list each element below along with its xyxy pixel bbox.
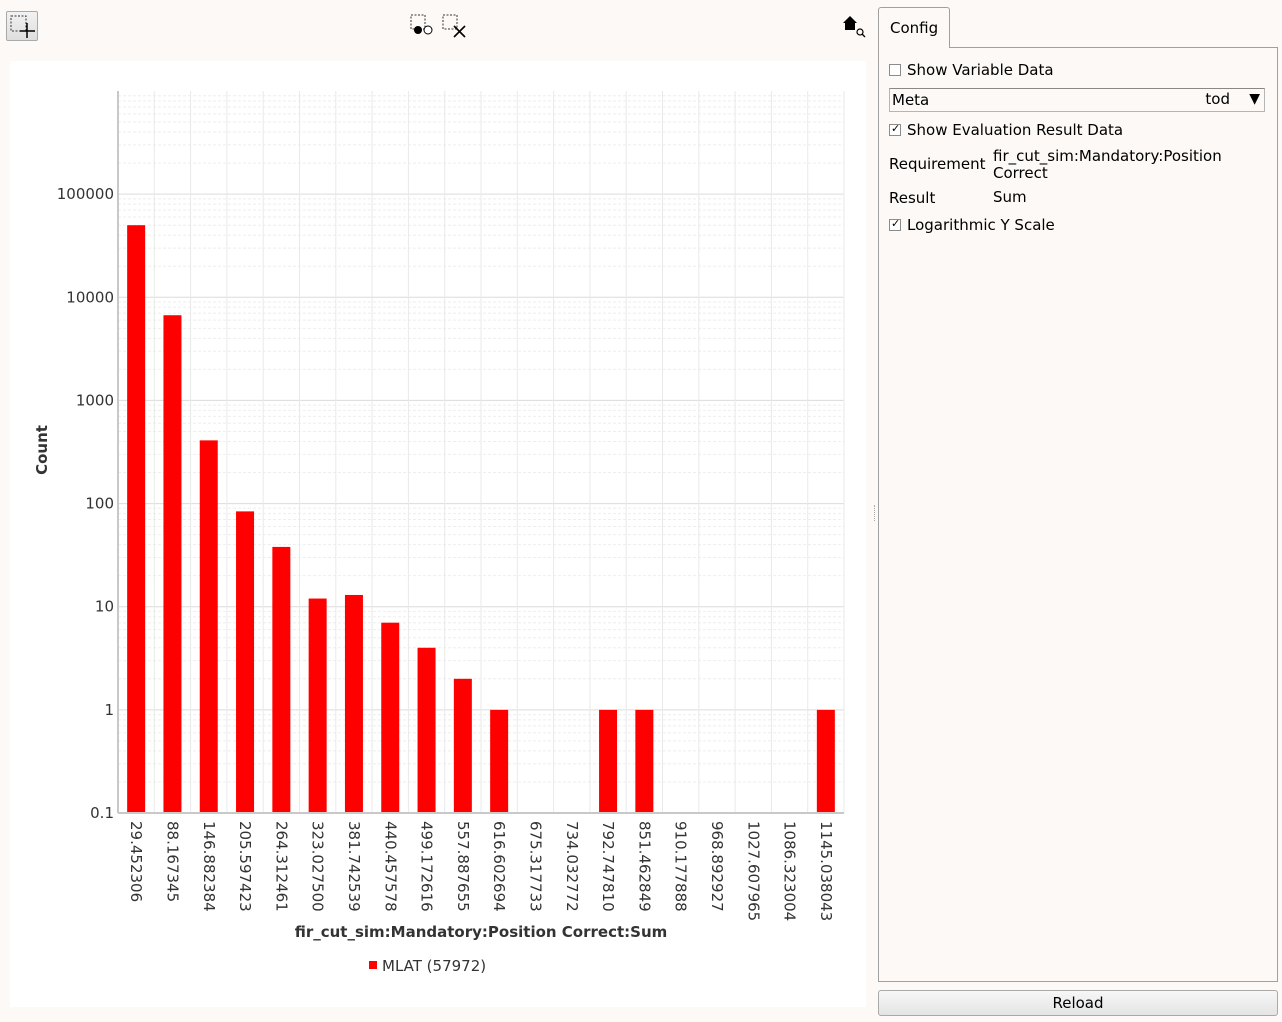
x-tick-label: 499.172616 [418, 821, 436, 912]
x-tick-label: 851.462849 [635, 821, 653, 912]
x-tick-label: 910.177888 [672, 821, 690, 912]
x-tick-label: 792.747810 [599, 821, 617, 912]
y-tick-label: 0.1 [90, 804, 114, 822]
checkbox-box[interactable] [889, 122, 901, 136]
checkbox-box[interactable] [889, 64, 901, 76]
x-tick-label: 146.882384 [200, 821, 218, 912]
x-tick-label: 675.317733 [526, 821, 544, 912]
show-variable-data-checkbox[interactable]: Show Variable Data [889, 61, 1054, 79]
home-zoom-icon[interactable] [840, 13, 868, 39]
clear-selection-icon[interactable] [441, 13, 467, 39]
result-label: Result [889, 189, 936, 207]
chart-area[interactable]: 0.1 1 10 100 1000 10000 100000 29.452306 88.1673… [10, 61, 866, 1007]
y-tick-label: 10 [95, 598, 114, 616]
dropdown-arrow-icon[interactable]: ▼ [1249, 91, 1260, 107]
x-axis-label: fir_cut_sim:Mandatory:Position Correct:S… [295, 923, 668, 941]
bar[interactable] [236, 511, 255, 813]
y-tick-label: 10000 [66, 288, 114, 306]
checkbox-box[interactable] [889, 217, 901, 231]
x-tick-label: 968.892927 [708, 821, 726, 912]
tab-config[interactable]: Config [878, 7, 950, 48]
bar[interactable] [599, 709, 618, 813]
meta-select[interactable]: Meta tod ▼ [889, 88, 1265, 112]
bar[interactable] [453, 678, 472, 813]
log-scale-checkbox[interactable]: Logarithmic Y Scale [889, 216, 1055, 234]
bar[interactable] [308, 598, 327, 813]
bar[interactable] [490, 709, 509, 813]
bar[interactable] [344, 594, 363, 813]
x-tick-label: 29.452306 [127, 821, 145, 902]
bar[interactable] [127, 225, 146, 813]
bar[interactable] [163, 315, 182, 813]
bar[interactable] [635, 709, 654, 813]
x-tick-label: 205.597423 [236, 821, 254, 912]
show-variable-data-label: Show Variable Data [907, 61, 1054, 79]
bar[interactable] [272, 546, 291, 813]
x-tick-label: 381.742539 [345, 821, 363, 912]
histogram-chart: 0.1 1 10 100 1000 10000 100000 29.452306 88.1673… [33, 91, 845, 975]
meta-label: Meta [892, 91, 930, 109]
meta-value: tod [1205, 90, 1230, 108]
splitter-handle[interactable] [874, 505, 878, 521]
log-scale-label: Logarithmic Y Scale [907, 216, 1055, 234]
legend-entry: MLAT (57972) [382, 957, 486, 975]
x-tick-label: 1086.323004 [781, 821, 799, 921]
config-panel: Show Variable Data Meta tod ▼ Show Evalu… [878, 47, 1278, 982]
y-tick-label: 1000 [76, 391, 114, 409]
requirement-label: Requirement [889, 155, 986, 173]
x-tick-label: 440.457578 [381, 821, 399, 912]
x-tick-label: 616.602694 [490, 821, 508, 912]
x-tick-label: 1145.038043 [817, 821, 835, 921]
legend-swatch [369, 961, 377, 969]
y-axis-label: Count [33, 425, 51, 475]
x-tick-label: 734.032772 [563, 821, 581, 912]
x-tick-label: 264.312461 [272, 821, 290, 912]
x-tick-label: 557.887655 [454, 821, 472, 912]
requirement-value: fir_cut_sim:Mandatory:Position Correct [993, 147, 1222, 182]
result-value: Sum [993, 188, 1027, 206]
bar[interactable] [816, 709, 835, 813]
zoom-rect-icon[interactable] [6, 11, 38, 41]
x-tick-label: 88.167345 [163, 821, 181, 902]
show-eval-result-checkbox[interactable]: Show Evaluation Result Data [889, 121, 1123, 139]
show-eval-result-label: Show Evaluation Result Data [907, 121, 1124, 139]
x-tick-label: 1027.607965 [744, 821, 762, 921]
y-tick-label: 100 [85, 495, 114, 513]
bar[interactable] [381, 622, 400, 813]
tab-config-label: Config [890, 19, 939, 37]
bar[interactable] [417, 647, 436, 813]
select-rect-icon[interactable] [409, 13, 435, 39]
y-tick-label: 100000 [57, 185, 114, 203]
y-tick-label: 1 [104, 701, 114, 719]
reload-button[interactable]: Reload [878, 990, 1278, 1016]
bar[interactable] [199, 440, 218, 813]
x-tick-label: 323.027500 [309, 821, 327, 912]
